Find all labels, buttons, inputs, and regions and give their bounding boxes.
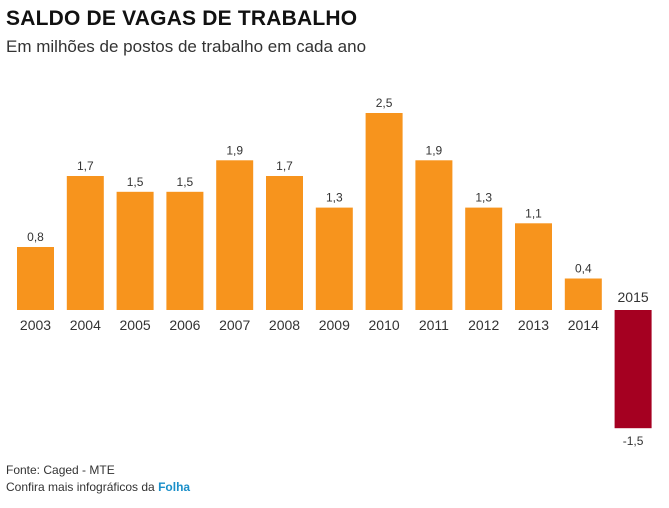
year-label-2011: 2011 bbox=[419, 317, 449, 333]
value-label-2003: 0,8 bbox=[27, 230, 44, 244]
year-label-2005: 2005 bbox=[120, 317, 151, 333]
value-label-2012: 1,3 bbox=[475, 191, 492, 205]
year-label-2013: 2013 bbox=[518, 317, 549, 333]
chart-subtitle: Em milhões de postos de trabalho em cada… bbox=[6, 37, 367, 56]
value-label-2007: 1,9 bbox=[226, 143, 243, 157]
bar-2006 bbox=[166, 191, 204, 310]
year-label-2009: 2009 bbox=[319, 317, 350, 333]
year-label-2003: 2003 bbox=[20, 317, 51, 333]
year-label-2014: 2014 bbox=[568, 317, 599, 333]
year-label-2015: 2015 bbox=[618, 289, 649, 305]
value-label-2006: 1,5 bbox=[177, 175, 194, 189]
year-label-2006: 2006 bbox=[169, 317, 200, 333]
bar-2013 bbox=[515, 223, 552, 310]
source-note: Fonte: Caged - MTE bbox=[6, 463, 115, 477]
bar-chart: 0,8 2003 1,7 2004 1,5 2005 1,5 2006 1,9 2007 1,7 20… bbox=[17, 96, 652, 448]
year-label-2012: 2012 bbox=[468, 317, 499, 333]
bar-2014 bbox=[564, 278, 602, 310]
value-label-2008: 1,7 bbox=[276, 159, 293, 173]
bar-2012 bbox=[465, 207, 503, 310]
bar-2010 bbox=[365, 113, 403, 310]
bar-2007 bbox=[216, 160, 254, 310]
year-label-2010: 2010 bbox=[369, 317, 400, 333]
bar-2005 bbox=[116, 191, 154, 310]
more-infographics-note: Confira mais infográficos da Folha bbox=[6, 480, 190, 494]
year-label-2004: 2004 bbox=[70, 317, 101, 333]
folha-link[interactable]: Folha bbox=[158, 480, 191, 494]
bar-2009 bbox=[315, 207, 353, 310]
bar-2008 bbox=[266, 176, 303, 310]
bar-2004 bbox=[66, 176, 104, 310]
value-label-2010: 2,5 bbox=[376, 96, 393, 110]
value-label-2005: 1,5 bbox=[127, 175, 144, 189]
bar-2011 bbox=[415, 160, 453, 310]
more-prefix: Confira mais infográficos da bbox=[6, 480, 155, 494]
chart-title: SALDO DE VAGAS DE TRABALHO bbox=[6, 7, 358, 30]
value-label-2013: 1,1 bbox=[525, 206, 542, 220]
value-label-2014: 0,4 bbox=[575, 262, 592, 276]
value-label-2004: 1,7 bbox=[77, 159, 94, 173]
bar-2015 bbox=[614, 310, 652, 429]
value-label-2015: -1,5 bbox=[623, 434, 644, 448]
value-label-2009: 1,3 bbox=[326, 191, 343, 205]
value-label-2011: 1,9 bbox=[426, 143, 443, 157]
year-label-2007: 2007 bbox=[219, 317, 250, 333]
bar-2003 bbox=[17, 247, 54, 310]
year-label-2008: 2008 bbox=[269, 317, 300, 333]
